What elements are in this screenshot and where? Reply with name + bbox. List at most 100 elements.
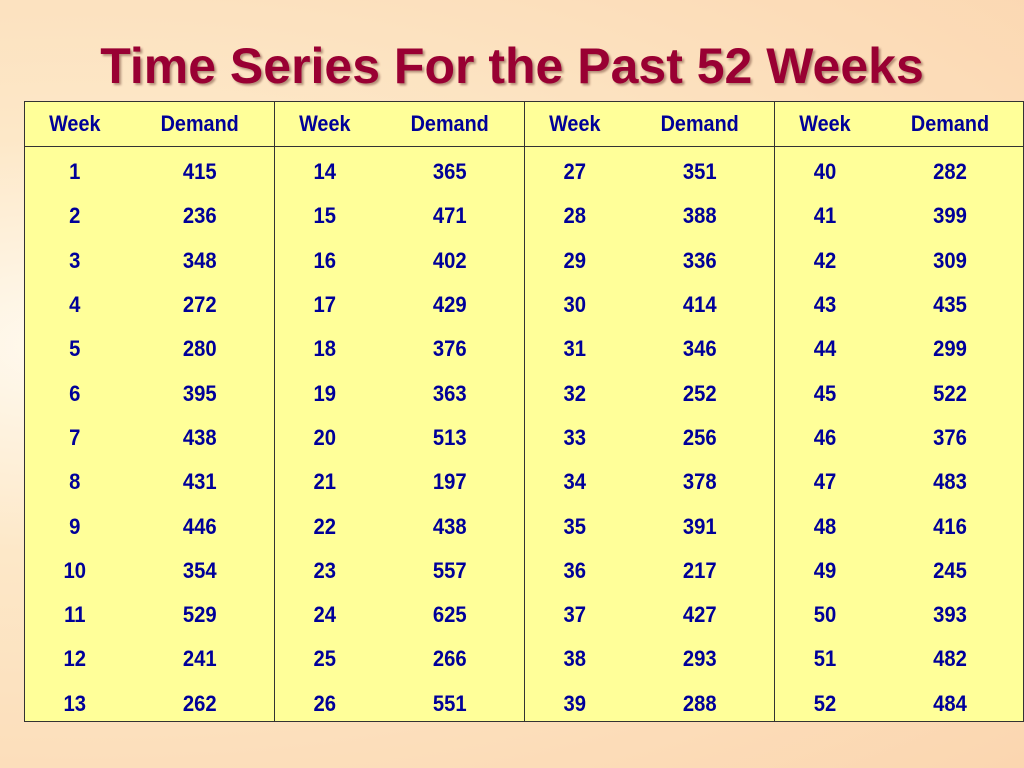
demand-table: Week Demand 1 415 2 236 3 348 4 272 5 280 6 39…: [24, 101, 1024, 722]
week-cell: 48: [813, 513, 837, 539]
table-row: 4 272: [25, 283, 274, 327]
week-cell: 35: [563, 513, 587, 539]
table-header-row: Week Demand: [25, 102, 274, 147]
demand-cell: 416: [933, 513, 967, 539]
demand-cell: 391: [682, 513, 717, 539]
week-column-header: Week: [549, 111, 601, 136]
table-row: 7 438: [25, 416, 274, 460]
week-cell: 13: [63, 690, 87, 716]
table-row: 36 217: [525, 549, 774, 593]
demand-cell: 241: [182, 646, 217, 672]
week-cell: 47: [813, 469, 837, 495]
week-cell: 7: [69, 424, 81, 450]
week-cell: 6: [69, 380, 81, 406]
table-row: 14 365: [275, 150, 524, 194]
table-row: 30 414: [525, 283, 774, 327]
demand-cell: 378: [682, 469, 717, 495]
table-row: 23 557: [275, 549, 524, 593]
demand-cell: 446: [182, 513, 217, 539]
week-cell: 16: [313, 247, 337, 273]
demand-cell: 336: [682, 247, 717, 273]
demand-cell: 625: [432, 602, 467, 628]
demand-cell: 376: [432, 336, 467, 362]
table-row: 22 438: [275, 504, 524, 548]
week-cell: 34: [563, 469, 587, 495]
table-row: 9 446: [25, 504, 274, 548]
table-row: 29 336: [525, 239, 774, 283]
week-cell: 10: [63, 557, 87, 583]
week-cell: 36: [563, 557, 587, 583]
table-row: 49 245: [775, 549, 1024, 593]
demand-cell: 395: [182, 380, 217, 406]
demand-cell: 402: [432, 247, 467, 273]
demand-cell: 438: [432, 513, 467, 539]
week-column-header: Week: [299, 111, 351, 136]
table-row: 50 393: [775, 593, 1024, 637]
demand-cell: 438: [182, 424, 217, 450]
table-row: 1 415: [25, 150, 274, 194]
demand-cell: 557: [432, 557, 467, 583]
week-cell: 28: [563, 203, 587, 229]
table-row: 51 482: [775, 637, 1024, 681]
table-row: 16 402: [275, 239, 524, 283]
table-row: 42 309: [775, 239, 1024, 283]
week-cell: 40: [813, 159, 837, 185]
demand-cell: 252: [682, 380, 717, 406]
week-column-header: Week: [49, 111, 101, 136]
week-cell: 43: [813, 292, 837, 318]
table-row: 15 471: [275, 194, 524, 238]
demand-cell: 288: [682, 690, 717, 716]
demand-cell: 293: [682, 646, 717, 672]
demand-cell: 431: [182, 469, 217, 495]
table-row: 25 266: [275, 637, 524, 681]
table-row: 12 241: [25, 637, 274, 681]
table-row: 41 399: [775, 194, 1024, 238]
demand-cell: 217: [682, 557, 717, 583]
table-row: 48 416: [775, 504, 1024, 548]
demand-cell: 309: [933, 247, 967, 273]
table-row: 52 484: [775, 682, 1024, 726]
demand-cell: 376: [933, 424, 967, 450]
week-cell: 42: [813, 247, 837, 273]
demand-cell: 484: [933, 690, 967, 716]
demand-cell: 429: [432, 292, 467, 318]
demand-column-header: Demand: [160, 111, 239, 136]
table-row: 34 378: [525, 460, 774, 504]
demand-column-header: Demand: [910, 111, 990, 136]
table-row: 8 431: [25, 460, 274, 504]
table-row: 19 363: [275, 371, 524, 415]
week-cell: 1: [69, 159, 81, 185]
table-block-4: Week Demand 40 282 41 399 42 309 43 435 44 29…: [775, 102, 1024, 721]
table-row: 35 391: [525, 504, 774, 548]
table-row: 20 513: [275, 416, 524, 460]
demand-cell: 482: [933, 646, 967, 672]
demand-cell: 272: [182, 292, 217, 318]
week-cell: 52: [813, 690, 837, 716]
demand-cell: 365: [432, 159, 467, 185]
table-row: 24 625: [275, 593, 524, 637]
table-header-row: Week Demand: [275, 102, 524, 147]
table-row: 3 348: [25, 239, 274, 283]
week-cell: 2: [69, 203, 81, 229]
demand-cell: 522: [933, 380, 967, 406]
week-cell: 49: [813, 557, 837, 583]
demand-cell: 415: [182, 159, 217, 185]
week-cell: 18: [313, 336, 337, 362]
demand-cell: 399: [933, 203, 967, 229]
demand-cell: 483: [933, 469, 967, 495]
table-block-2: Week Demand 14 365 15 471 16 402 17 429 18 37…: [275, 102, 525, 721]
week-cell: 25: [313, 646, 337, 672]
week-cell: 17: [313, 292, 337, 318]
week-cell: 33: [563, 424, 587, 450]
table-row: 32 252: [525, 371, 774, 415]
week-cell: 9: [69, 513, 81, 539]
demand-cell: 280: [182, 336, 217, 362]
week-cell: 37: [563, 602, 587, 628]
demand-cell: 262: [182, 690, 217, 716]
week-cell: 12: [63, 646, 87, 672]
demand-cell: 414: [682, 292, 717, 318]
table-header-row: Week Demand: [775, 102, 1024, 147]
table-header-row: Week Demand: [525, 102, 774, 147]
week-cell: 8: [69, 469, 81, 495]
week-cell: 22: [313, 513, 337, 539]
